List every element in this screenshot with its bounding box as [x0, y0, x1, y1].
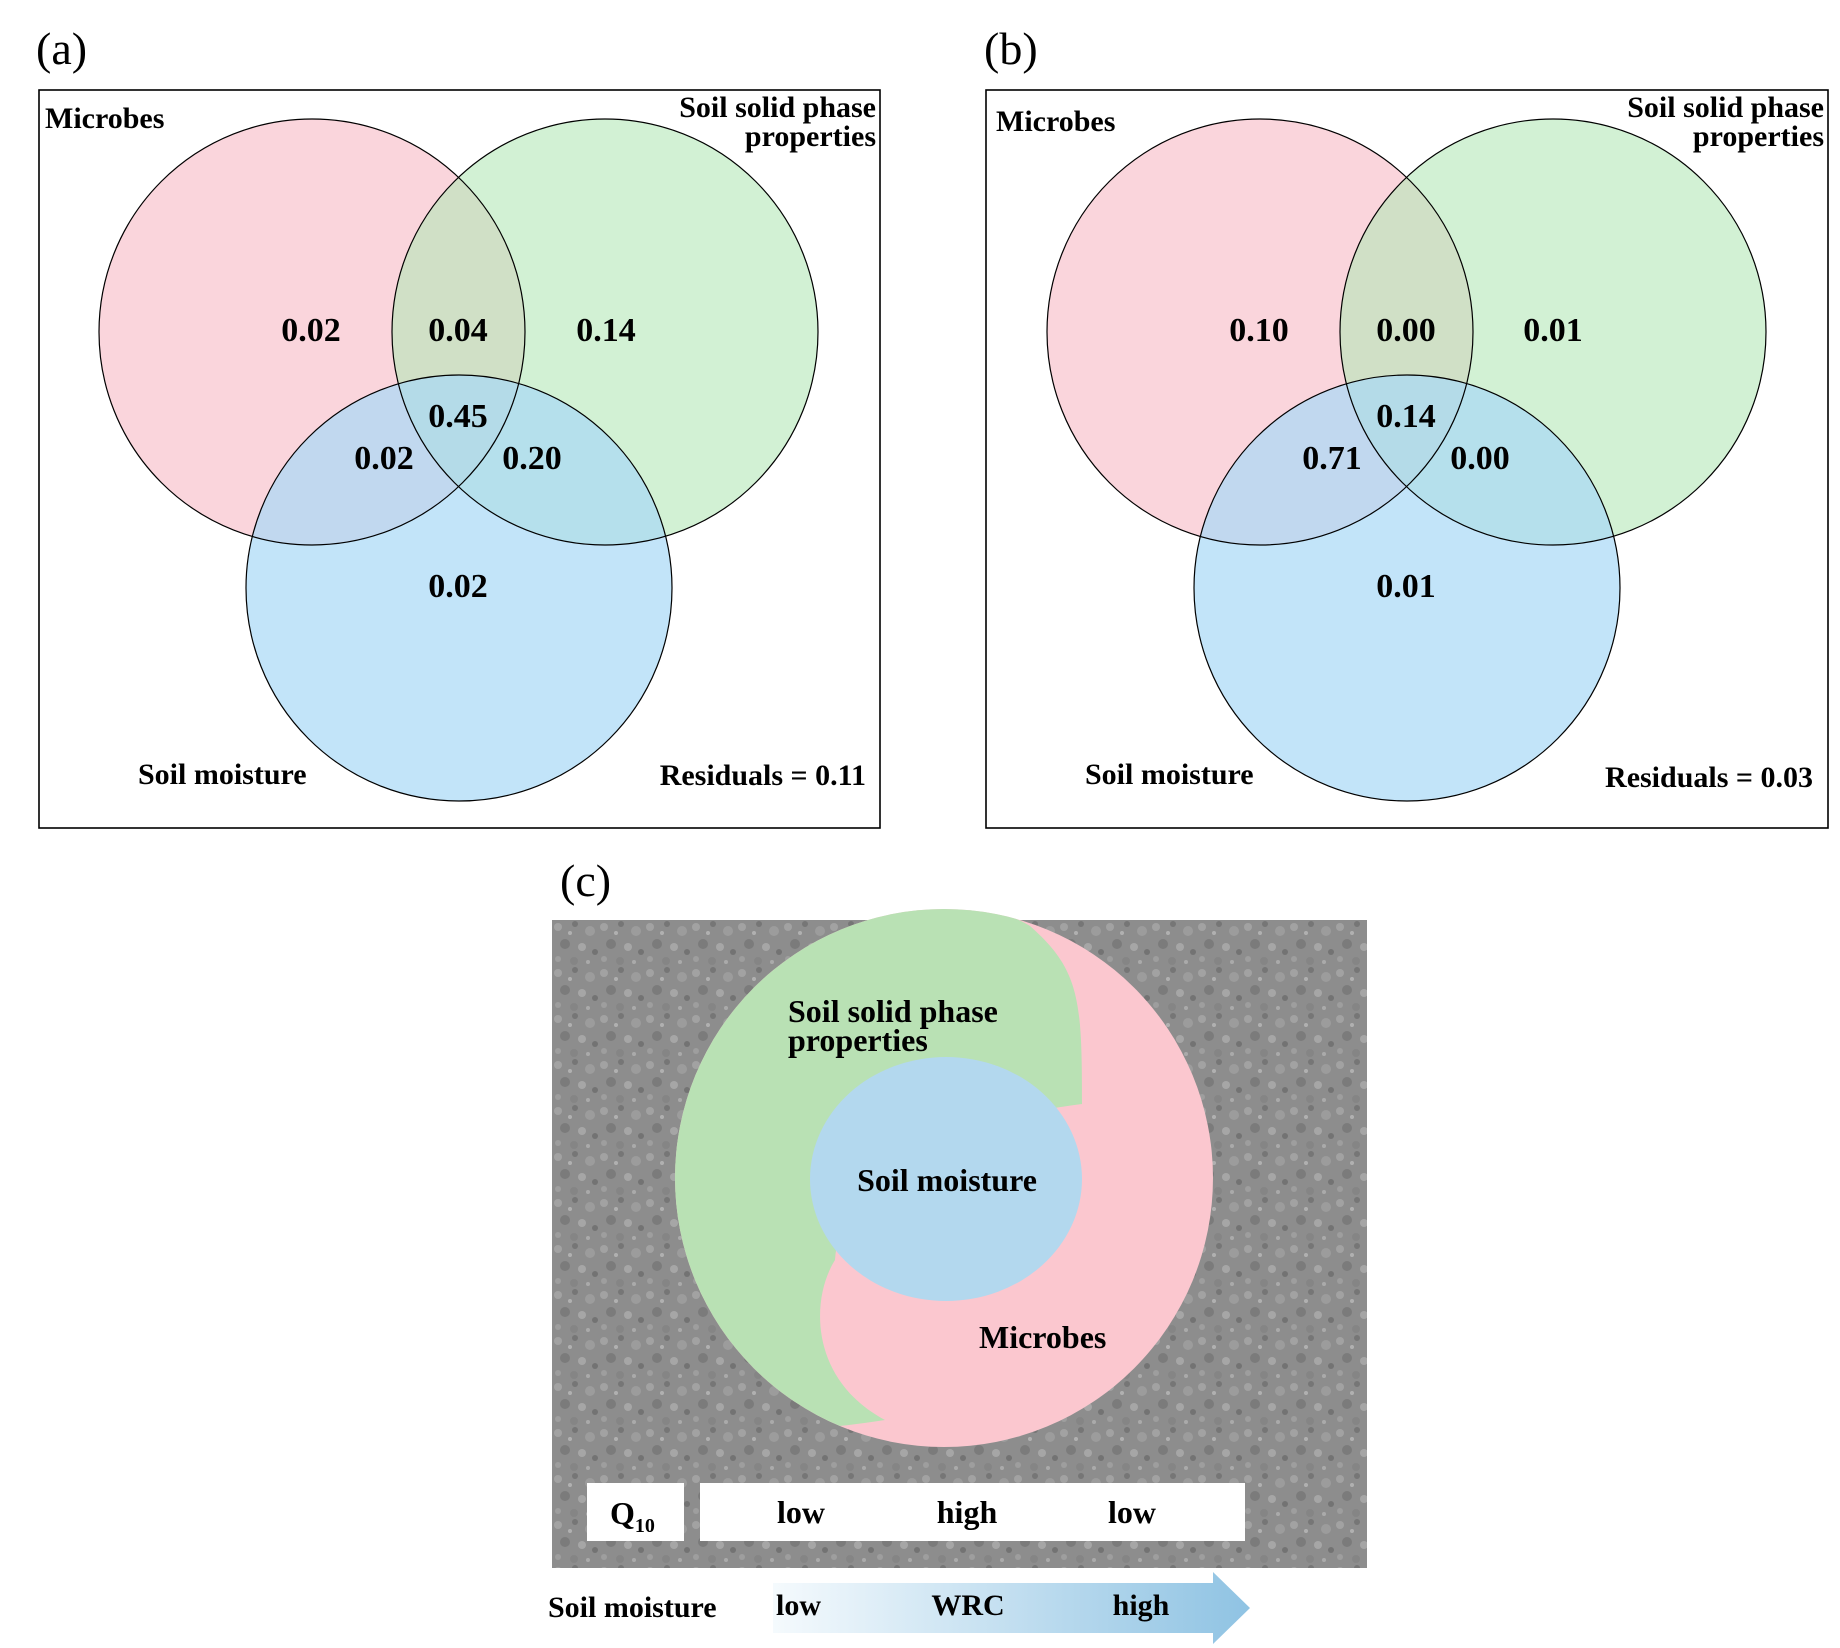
- soil-moisture-label: Soil moisture: [857, 1162, 1037, 1198]
- nested-circles-diagram: [675, 909, 1213, 1447]
- value-microbes-moisture: 0.71: [1302, 440, 1362, 477]
- q10-levels-box: [700, 1483, 1245, 1541]
- value-microbes-only: 0.10: [1229, 312, 1289, 349]
- axis-label: Soil moisture: [548, 1591, 717, 1624]
- q10-row: Q10 low high low: [587, 1483, 1245, 1541]
- axis-wrc-label: WRC: [931, 1589, 1004, 1622]
- value-solid-only: 0.01: [1523, 312, 1583, 349]
- residuals-label: Residuals = 0.03: [1605, 761, 1813, 794]
- value-microbes-solid: 0.00: [1376, 312, 1436, 349]
- soil-moisture-label: Soil moisture: [1085, 758, 1254, 791]
- panel-b: (b) Microbes Soil solid phase properties…: [984, 23, 1829, 829]
- q10-symbol-box: [587, 1483, 684, 1541]
- q10-level-low-right: low: [1108, 1494, 1156, 1530]
- panel-b-label: (b): [984, 23, 1038, 74]
- value-moisture-only: 0.02: [428, 568, 488, 605]
- value-moisture-only: 0.01: [1376, 568, 1436, 605]
- panel-a-label: (a): [36, 23, 87, 74]
- soil-moisture-outline: [245, 374, 673, 802]
- q10-main: Q: [610, 1495, 635, 1531]
- microbes-outline: [1046, 118, 1474, 546]
- microbes-outline: [98, 118, 526, 546]
- q10-symbol: Q10: [610, 1495, 655, 1537]
- microbes-label: Microbes: [979, 1319, 1106, 1355]
- q10-subscript: 10: [635, 1515, 655, 1537]
- value-solid-moisture: 0.20: [502, 440, 562, 477]
- panel-a: (a) Microbes Soil solid phase properties…: [36, 23, 881, 829]
- value-microbes-solid: 0.04: [428, 312, 488, 349]
- soil-solid-label-line1: Soil solid phase: [679, 91, 876, 124]
- soil-moisture-circle: [246, 375, 672, 801]
- microbes-label: Microbes: [996, 105, 1115, 138]
- soil-solid-label-line2: properties: [745, 120, 876, 153]
- soil-moisture-outline: [1193, 374, 1621, 802]
- axis-low-label: low: [776, 1589, 821, 1622]
- residuals-label: Residuals = 0.11: [660, 759, 866, 792]
- value-all-three: 0.14: [1376, 398, 1436, 435]
- panel-c: (c) Soil solid phase properties Soil moi…: [548, 855, 1367, 1644]
- moisture-gradient-arrow: [773, 1572, 1250, 1644]
- value-all-three: 0.45: [428, 398, 488, 435]
- soil-moisture-circle: [1194, 375, 1620, 801]
- axis-high-label: high: [1113, 1589, 1170, 1622]
- soil-moisture-label: Soil moisture: [138, 758, 307, 791]
- soil-solid-outline: [391, 118, 819, 546]
- soil-moisture-axis: Soil moisture low WRC high: [548, 1572, 1250, 1644]
- soil-solid-label-line2: properties: [1693, 120, 1824, 153]
- soil-solid-outline: [1339, 118, 1767, 546]
- q10-level-low-left: low: [777, 1494, 825, 1530]
- soil-solid-label-line2: properties: [788, 1022, 928, 1058]
- venn-b: [1046, 118, 1767, 802]
- microbes-label: Microbes: [45, 102, 164, 135]
- panel-c-label: (c): [560, 855, 611, 906]
- venn-a: [98, 118, 819, 802]
- value-solid-moisture: 0.00: [1450, 440, 1510, 477]
- soil-solid-label-line1: Soil solid phase: [788, 993, 998, 1029]
- soil-solid-label-line1: Soil solid phase: [1627, 91, 1824, 124]
- q10-level-high: high: [937, 1494, 998, 1530]
- value-solid-only: 0.14: [576, 312, 636, 349]
- value-microbes-moisture: 0.02: [354, 440, 414, 477]
- soil-moisture-inner-circle: [810, 1057, 1082, 1301]
- value-microbes-only: 0.02: [281, 312, 341, 349]
